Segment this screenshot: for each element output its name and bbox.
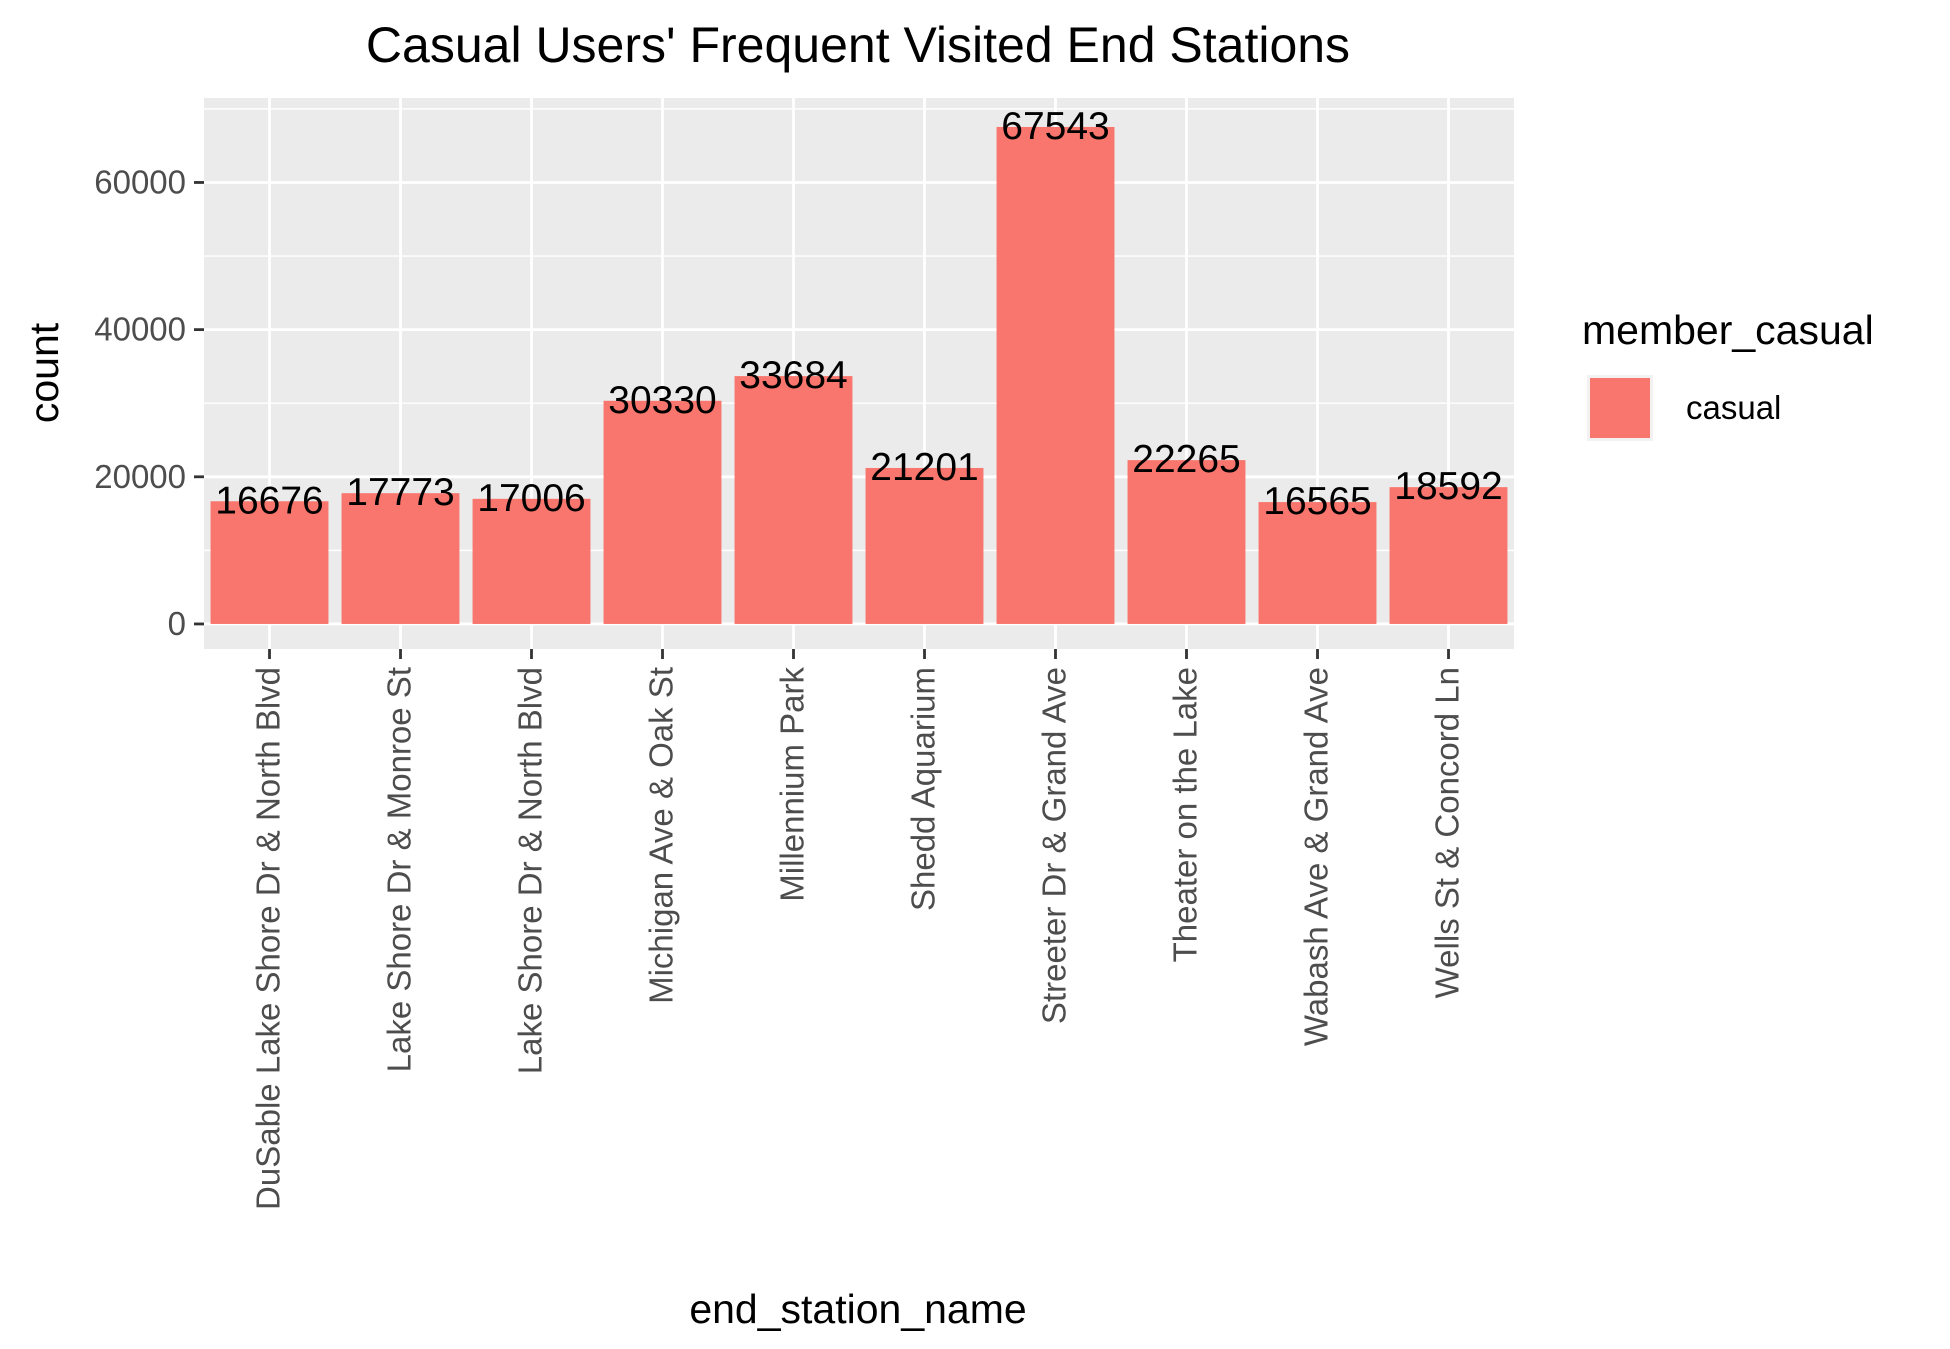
- x-tick-label: Michigan Ave & Oak St: [643, 667, 680, 1004]
- data-label: 16676: [215, 479, 323, 522]
- legend: member_casual casual: [1582, 307, 1874, 441]
- data-label: 18592: [1394, 465, 1502, 508]
- bar: [210, 501, 329, 624]
- x-tick-label: Wabash Ave & Grand Ave: [1298, 667, 1335, 1046]
- bar: [996, 126, 1115, 624]
- y-tick-label: 0: [168, 605, 186, 642]
- bar: [734, 376, 853, 624]
- data-label: 22265: [1132, 438, 1240, 481]
- y-axis-title: count: [21, 322, 67, 423]
- bar: [603, 400, 722, 624]
- x-tick-label: DuSable Lake Shore Dr & North Blvd: [250, 667, 287, 1210]
- data-label: 21201: [870, 446, 978, 489]
- bar: [472, 498, 591, 624]
- x-tick-label: Wells St & Concord Ln: [1429, 667, 1466, 998]
- data-label: 33684: [739, 354, 847, 397]
- legend-title: member_casual: [1582, 307, 1874, 353]
- data-label: 30330: [608, 379, 716, 422]
- bar: [1258, 502, 1377, 624]
- y-tick-label: 40000: [94, 311, 186, 348]
- y-tick-label: 60000: [94, 163, 186, 200]
- x-tick-label: Lake Shore Dr & Monroe St: [381, 667, 418, 1072]
- data-label: 16565: [1263, 480, 1371, 523]
- data-label: 17773: [346, 471, 454, 514]
- legend-key: [1590, 378, 1650, 438]
- x-tick-label: Theater on the Lake: [1167, 667, 1204, 962]
- x-axis-title: end_station_name: [689, 1286, 1026, 1332]
- plot-panel: 16676 17773 17006 30330 33684 21201 67543 22265…: [94, 98, 1514, 1210]
- bar: [1389, 487, 1508, 624]
- bar: [865, 467, 984, 624]
- data-label: 17006: [477, 477, 585, 520]
- legend-label: casual: [1686, 389, 1781, 426]
- x-tick-label: Streeter Dr & Grand Ave: [1036, 667, 1073, 1024]
- bar: [341, 493, 460, 624]
- bar: [1127, 460, 1246, 624]
- chart-title: Casual Users' Frequent Visited End Stati…: [366, 17, 1350, 73]
- x-tick-label: Lake Shore Dr & North Blvd: [512, 667, 549, 1074]
- x-tick-label: Shedd Aquarium: [905, 667, 942, 911]
- x-tick-label: Millennium Park: [774, 667, 811, 902]
- y-tick-label: 20000: [94, 458, 186, 495]
- data-label: 67543: [1001, 105, 1109, 148]
